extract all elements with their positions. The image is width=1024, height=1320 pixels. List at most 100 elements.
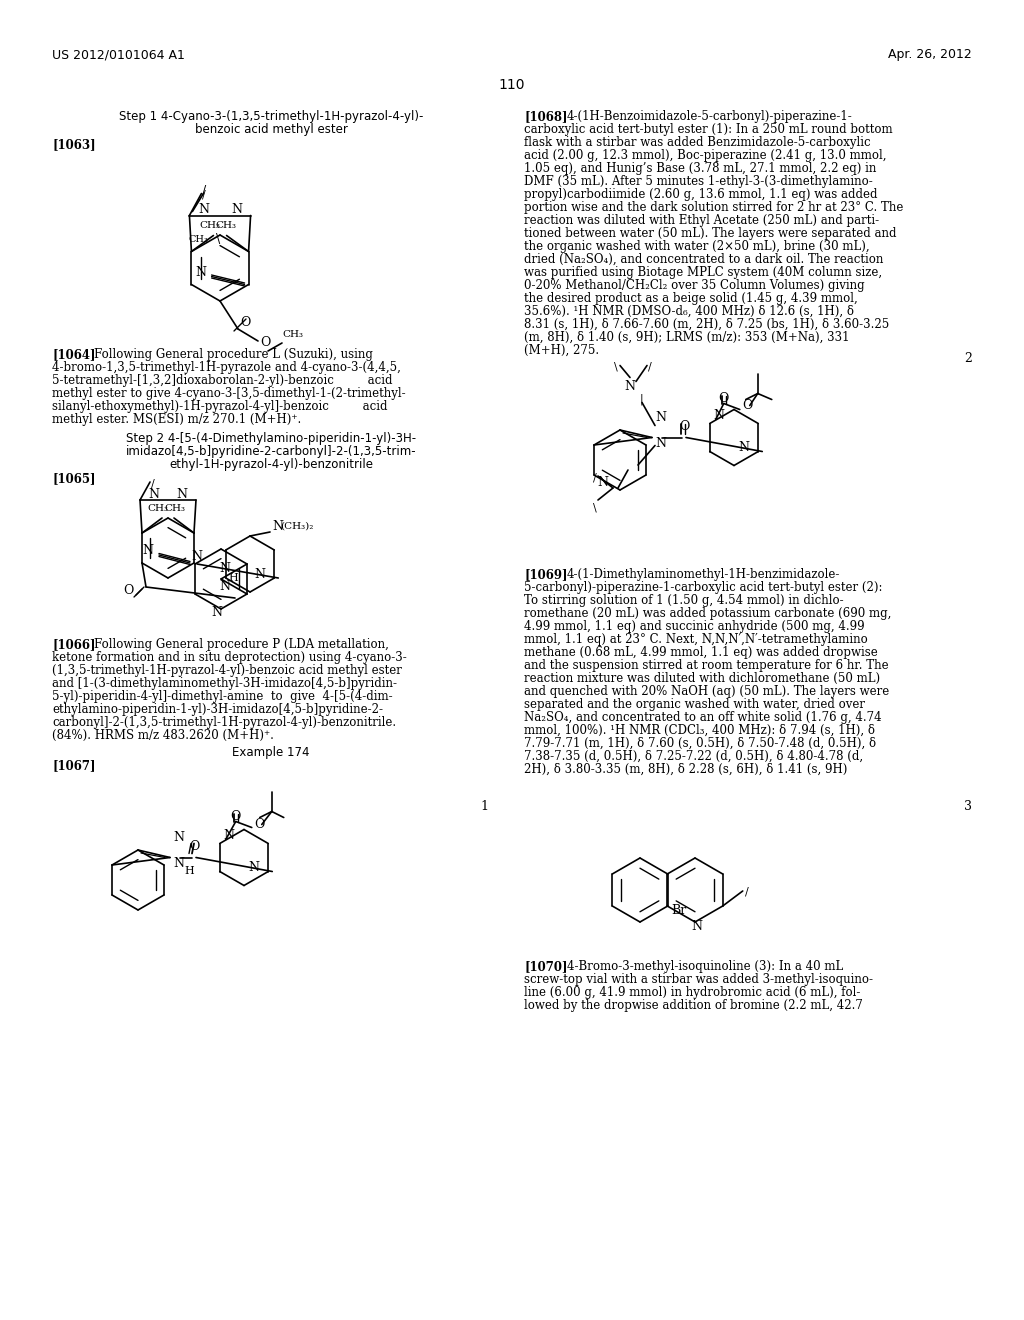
Text: the desired product as a beige solid (1.45 g, 4.39 mmol,: the desired product as a beige solid (1.…	[524, 292, 858, 305]
Text: CH₃: CH₃	[164, 504, 185, 513]
Text: Following General procedure P (LDA metallation,: Following General procedure P (LDA metal…	[94, 638, 389, 651]
Text: tioned between water (50 mL). The layers were separated and: tioned between water (50 mL). The layers…	[524, 227, 896, 240]
Text: /: /	[593, 473, 597, 482]
Text: N: N	[219, 561, 230, 574]
Text: DMF (35 mL). After 5 minutes 1-ethyl-3-(3-dimethylamino-: DMF (35 mL). After 5 minutes 1-ethyl-3-(…	[524, 176, 872, 187]
Text: and [1-(3-dimethylaminomethyl-3H-imidazo[4,5-b]pyridin-: and [1-(3-dimethylaminomethyl-3H-imidazo…	[52, 677, 397, 690]
Text: portion wise and the dark solution stirred for 2 hr at 23° C. The: portion wise and the dark solution stirr…	[524, 201, 903, 214]
Text: N: N	[176, 487, 187, 500]
Text: O: O	[188, 840, 200, 853]
Text: was purified using Biotage MPLC system (40M column size,: was purified using Biotage MPLC system (…	[524, 267, 882, 279]
Text: line (6.00 g, 41.9 mmol) in hydrobromic acid (6 mL), fol-: line (6.00 g, 41.9 mmol) in hydrobromic …	[524, 986, 860, 999]
Text: /: /	[151, 478, 155, 488]
Text: (84%). HRMS m/z 483.2620 (M+H)⁺.: (84%). HRMS m/z 483.2620 (M+H)⁺.	[52, 729, 273, 742]
Text: the organic washed with water (2×50 mL), brine (30 mL),: the organic washed with water (2×50 mL),…	[524, 240, 869, 253]
Text: 4.99 mmol, 1.1 eq) and succinic anhydride (500 mg, 4.99: 4.99 mmol, 1.1 eq) and succinic anhydrid…	[524, 620, 864, 634]
Text: CH₃: CH₃	[188, 235, 209, 244]
Text: [1067]: [1067]	[52, 759, 95, 772]
Text: mmol, 100%). ¹H NMR (CDCl₃, 400 MHz): δ 7.94 (s, 1H), δ: mmol, 100%). ¹H NMR (CDCl₃, 400 MHz): δ …	[524, 723, 874, 737]
Text: dried (Na₂SO₄), and concentrated to a dark oil. The reaction: dried (Na₂SO₄), and concentrated to a da…	[524, 253, 884, 267]
Text: CH₃: CH₃	[282, 330, 303, 339]
Text: 7.79-7.71 (m, 1H), δ 7.60 (s, 0.5H), δ 7.50-7.48 (d, 0.5H), δ: 7.79-7.71 (m, 1H), δ 7.60 (s, 0.5H), δ 7…	[524, 737, 877, 750]
Text: 2H), δ 3.80-3.35 (m, 8H), δ 2.28 (s, 6H), δ 1.41 (s, 9H): 2H), δ 3.80-3.35 (m, 8H), δ 2.28 (s, 6H)…	[524, 763, 848, 776]
Text: N: N	[148, 487, 160, 500]
Text: 4-(1-Dimethylaminomethyl-1H-benzimidazole-: 4-(1-Dimethylaminomethyl-1H-benzimidazol…	[567, 568, 841, 581]
Text: mmol, 1.1 eq) at 23° C. Next, N,N,N′,N′-tetramethylamino: mmol, 1.1 eq) at 23° C. Next, N,N,N′,N′-…	[524, 634, 867, 645]
Text: |: |	[640, 393, 644, 405]
Text: N: N	[191, 549, 203, 562]
Text: ketone formation and in situ deprotection) using 4-cyano-3-: ketone formation and in situ deprotectio…	[52, 651, 407, 664]
Text: carboxylic acid tert-butyl ester (1): In a 250 mL round bottom: carboxylic acid tert-butyl ester (1): In…	[524, 123, 893, 136]
Text: N: N	[597, 477, 608, 490]
Text: 4-(1H-Benzoimidazole-5-carbonyl)-piperazine-1-: 4-(1H-Benzoimidazole-5-carbonyl)-piperaz…	[567, 110, 853, 123]
Text: silanyl-ethoxymethyl)-1H-pyrazol-4-yl]-benzoic         acid: silanyl-ethoxymethyl)-1H-pyrazol-4-yl]-b…	[52, 400, 387, 413]
Text: flask with a stirbar was added Benzimidazole-5-carboxylic: flask with a stirbar was added Benzimida…	[524, 136, 870, 149]
Text: propyl)carbodiimide (2.60 g, 13.6 mmol, 1.1 eq) was added: propyl)carbodiimide (2.60 g, 13.6 mmol, …	[524, 187, 878, 201]
Text: N: N	[173, 857, 184, 870]
Text: methyl ester to give 4-cyano-3-[3,5-dimethyl-1-(2-trimethyl-: methyl ester to give 4-cyano-3-[3,5-dime…	[52, 387, 406, 400]
Text: CH₃: CH₃	[215, 220, 237, 230]
Text: acid (2.00 g, 12.3 mmol), Boc-piperazine (2.41 g, 13.0 mmol,: acid (2.00 g, 12.3 mmol), Boc-piperazine…	[524, 149, 887, 162]
Text: O: O	[679, 420, 689, 433]
Text: 2: 2	[965, 352, 972, 366]
Text: and the suspension stirred at room temperature for 6 hr. The: and the suspension stirred at room tempe…	[524, 659, 889, 672]
Text: ethylamino-piperidin-1-yl)-3H-imidazo[4,5-b]pyridine-2-: ethylamino-piperidin-1-yl)-3H-imidazo[4,…	[52, 704, 383, 715]
Text: 8.31 (s, 1H), δ 7.66-7.60 (m, 2H), δ 7.25 (bs, 1H), δ 3.60-3.25: 8.31 (s, 1H), δ 7.66-7.60 (m, 2H), δ 7.2…	[524, 318, 889, 331]
Text: N: N	[249, 861, 260, 874]
Text: /: /	[202, 190, 205, 199]
Text: imidazo[4,5-b]pyridine-2-carbonyl]-2-(1,3,5-trim-: imidazo[4,5-b]pyridine-2-carbonyl]-2-(1,…	[126, 445, 417, 458]
Text: 0-20% Methanol/CH₂Cl₂ over 35 Column Volumes) giving: 0-20% Methanol/CH₂Cl₂ over 35 Column Vol…	[524, 279, 864, 292]
Text: [1064]: [1064]	[52, 348, 95, 360]
Text: Step 2 4-[5-(4-Dimethylamino-piperidin-1-yl)-3H-: Step 2 4-[5-(4-Dimethylamino-piperidin-1…	[126, 432, 416, 445]
Text: N: N	[198, 203, 209, 216]
Text: /: /	[648, 362, 651, 371]
Text: [1063]: [1063]	[52, 139, 95, 150]
Text: US 2012/0101064 A1: US 2012/0101064 A1	[52, 48, 185, 61]
Text: N: N	[272, 520, 283, 532]
Text: methyl ester. MS(ESI) m/z 270.1 (M+H)⁺.: methyl ester. MS(ESI) m/z 270.1 (M+H)⁺.	[52, 413, 301, 426]
Text: carbonyl]-2-(1,3,5-trimethyl-1H-pyrazol-4-yl)-benzonitrile.: carbonyl]-2-(1,3,5-trimethyl-1H-pyrazol-…	[52, 715, 396, 729]
Text: N: N	[655, 411, 666, 424]
Text: reaction mixture was diluted with dichloromethane (50 mL): reaction mixture was diluted with dichlo…	[524, 672, 880, 685]
Text: N: N	[196, 267, 206, 279]
Text: reaction was diluted with Ethyl Acetate (250 mL) and parti-: reaction was diluted with Ethyl Acetate …	[524, 214, 880, 227]
Text: [1069]: [1069]	[524, 568, 567, 581]
Text: O: O	[741, 399, 752, 412]
Text: (CH₃)₂: (CH₃)₂	[280, 521, 313, 531]
Text: O: O	[123, 585, 133, 598]
Text: \: \	[593, 502, 597, 512]
Text: [1070]: [1070]	[524, 960, 567, 973]
Text: (1,3,5-trimethyl-1H-pyrazol-4-yl)-benzoic acid methyl ester: (1,3,5-trimethyl-1H-pyrazol-4-yl)-benzoi…	[52, 664, 401, 677]
Text: N: N	[173, 832, 184, 843]
Text: N: N	[655, 437, 666, 450]
Text: O: O	[719, 392, 729, 405]
Text: and quenched with 20% NaOH (aq) (50 mL). The layers were: and quenched with 20% NaOH (aq) (50 mL).…	[524, 685, 889, 698]
Text: Apr. 26, 2012: Apr. 26, 2012	[888, 48, 972, 61]
Text: N: N	[142, 544, 154, 557]
Text: H: H	[228, 573, 238, 583]
Text: \: \	[216, 234, 221, 247]
Text: 4-Bromo-3-methyl-isoquinoline (3): In a 40 mL: 4-Bromo-3-methyl-isoquinoline (3): In a …	[567, 960, 843, 973]
Text: 4-bromo-1,3,5-trimethyl-1H-pyrazole and 4-cyano-3-(4,4,5,: 4-bromo-1,3,5-trimethyl-1H-pyrazole and …	[52, 360, 400, 374]
Text: O: O	[254, 818, 264, 832]
Text: (m, 8H), δ 1.40 (s, 9H); LRMS (m/z): 353 (M+Na), 331: (m, 8H), δ 1.40 (s, 9H); LRMS (m/z): 353…	[524, 331, 850, 345]
Text: 5-carbonyl)-piperazine-1-carboxylic acid tert-butyl ester (2):: 5-carbonyl)-piperazine-1-carboxylic acid…	[524, 581, 883, 594]
Text: Example 174: Example 174	[232, 746, 309, 759]
Text: methane (0.68 mL, 4.99 mmol, 1.1 eq) was added dropwise: methane (0.68 mL, 4.99 mmol, 1.1 eq) was…	[524, 645, 878, 659]
Text: /: /	[203, 186, 207, 198]
Text: N: N	[738, 441, 750, 454]
Text: N: N	[714, 409, 725, 422]
Text: O: O	[230, 809, 241, 822]
Text: CH₃: CH₃	[147, 504, 168, 513]
Text: [1066]: [1066]	[52, 638, 95, 651]
Text: N: N	[224, 829, 234, 842]
Text: lowed by the dropwise addition of bromine (2.2 mL, 42.7: lowed by the dropwise addition of bromin…	[524, 999, 863, 1012]
Text: [1065]: [1065]	[52, 473, 95, 484]
Text: Br: Br	[672, 903, 686, 916]
Text: N: N	[219, 579, 230, 593]
Text: benzoic acid methyl ester: benzoic acid methyl ester	[195, 123, 347, 136]
Text: 5-tetramethyl-[1,3,2]dioxaborolan-2-yl)-benzoic         acid: 5-tetramethyl-[1,3,2]dioxaborolan-2-yl)-…	[52, 374, 392, 387]
Text: (M+H), 275.: (M+H), 275.	[524, 345, 599, 356]
Text: \: \	[614, 362, 617, 371]
Text: To stirring solution of 1 (1.50 g, 4.54 mmol) in dichlo-: To stirring solution of 1 (1.50 g, 4.54 …	[524, 594, 844, 607]
